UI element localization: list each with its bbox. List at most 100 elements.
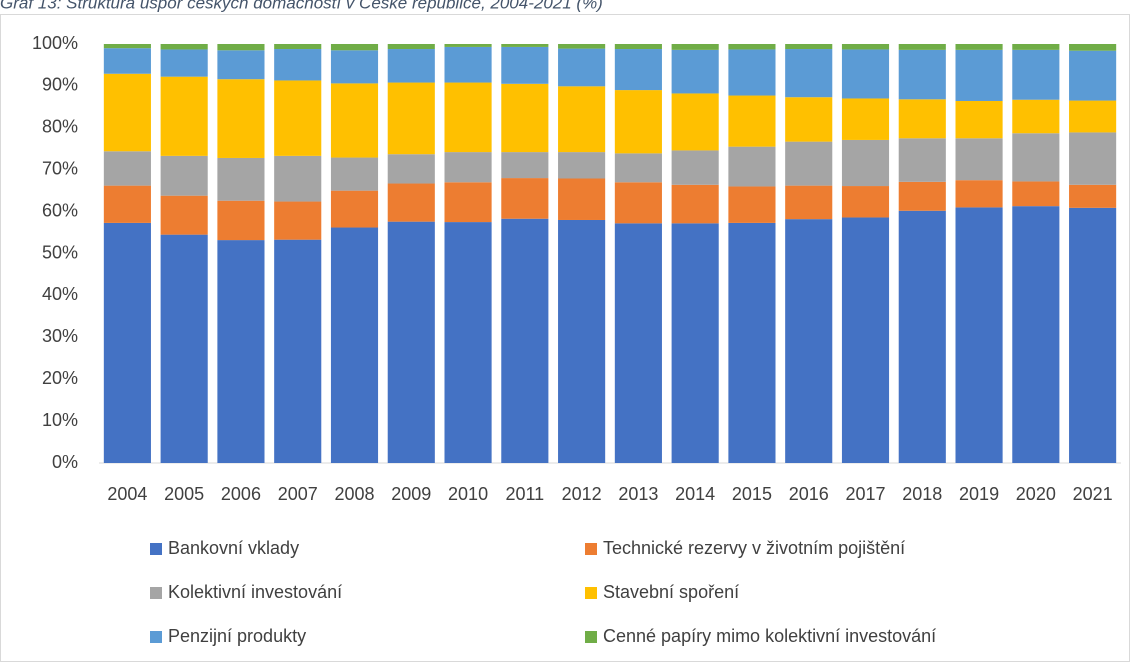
bar-segment	[955, 180, 1003, 208]
bar-segment	[1012, 133, 1060, 182]
x-tick-label: 2005	[164, 484, 204, 504]
legend-swatch	[585, 631, 597, 643]
bar-segment	[103, 151, 151, 186]
bar-segment	[841, 49, 890, 99]
bar-segment	[898, 181, 946, 211]
bar-segment	[103, 222, 151, 463]
bar-segment	[444, 44, 492, 47]
bar-segment	[217, 44, 265, 51]
x-tick-label: 2011	[505, 484, 544, 504]
bar-segment	[728, 44, 776, 50]
legend-swatch	[150, 631, 162, 643]
bar-segment	[501, 44, 549, 47]
x-tick-label: 2007	[278, 484, 318, 504]
chart-border	[0, 14, 1130, 662]
bar-segment	[785, 97, 833, 142]
bar-segment	[898, 44, 946, 50]
bar-segment	[841, 44, 890, 50]
bar-segment	[103, 48, 151, 74]
y-tick-label: 30%	[42, 326, 78, 346]
bar-segment	[274, 80, 322, 156]
y-tick-label: 90%	[42, 75, 78, 95]
bar-segment	[1069, 132, 1117, 185]
bar-segment	[841, 186, 890, 218]
bar-segment	[614, 223, 662, 463]
bar-segment	[160, 195, 208, 235]
bar-segment	[330, 83, 379, 158]
bar-segment	[671, 93, 719, 151]
x-tick-label: 2016	[789, 484, 829, 504]
bar-segment	[217, 240, 265, 463]
x-tick-label: 2006	[221, 484, 261, 504]
y-tick-label: 40%	[42, 284, 78, 304]
y-tick-label: 100%	[32, 33, 78, 53]
y-tick-label: 20%	[42, 368, 78, 388]
bar-segment	[501, 83, 549, 153]
bar-segment	[728, 186, 776, 223]
bar-segment	[1069, 50, 1117, 101]
bar-segment	[558, 219, 606, 463]
bar-segment	[1069, 44, 1117, 51]
bar-segment	[1069, 184, 1117, 208]
bar-segment	[444, 46, 492, 83]
y-tick-label: 10%	[42, 410, 78, 430]
bar-segment	[1069, 100, 1117, 133]
bar-segment	[558, 178, 606, 220]
y-tick-label: 50%	[42, 242, 78, 262]
bar-segment	[501, 178, 549, 219]
bar-segment	[841, 139, 890, 187]
legend-label: Kolektivní investování	[168, 582, 342, 602]
bar-segment	[841, 217, 890, 463]
bar-segment	[330, 50, 379, 84]
legend-swatch	[585, 587, 597, 599]
x-tick-label: 2017	[845, 484, 885, 504]
bar-segment	[671, 150, 719, 185]
bar-segment	[330, 44, 379, 51]
legend-swatch	[150, 543, 162, 555]
bar-segment	[387, 154, 435, 184]
x-tick-label: 2018	[902, 484, 942, 504]
bar-segment	[558, 152, 606, 179]
x-tick-label: 2009	[391, 484, 431, 504]
bar-segment	[671, 223, 719, 463]
bar-segment	[785, 44, 833, 50]
bar-segment	[1012, 44, 1060, 50]
bar-segment	[728, 95, 776, 147]
bar-segment	[1012, 49, 1060, 100]
y-tick-label: 60%	[42, 200, 78, 220]
bar-segment	[387, 49, 435, 83]
bar-segment	[103, 185, 151, 223]
bar-segment	[614, 182, 662, 224]
bar-segment	[103, 44, 151, 49]
bar-segment	[785, 219, 833, 463]
bar-segment	[728, 222, 776, 463]
bar-segment	[1012, 181, 1060, 207]
bar-segment	[1012, 206, 1060, 463]
bar-segment	[501, 46, 549, 84]
x-tick-label: 2021	[1073, 484, 1113, 504]
bar-segment	[330, 227, 379, 463]
bar-segment	[274, 44, 322, 50]
bar-segment	[160, 44, 208, 50]
legend-label: Bankovní vklady	[168, 538, 299, 558]
x-tick-label: 2013	[618, 484, 658, 504]
x-tick-label: 2010	[448, 484, 488, 504]
bar-segment	[558, 86, 606, 153]
bar-segment	[785, 49, 833, 98]
bar-segment	[501, 152, 549, 179]
bar-segment	[785, 141, 833, 186]
bar-segment	[103, 73, 151, 152]
bar-segment	[217, 200, 265, 241]
bar-segment	[614, 90, 662, 154]
bar-segment	[785, 185, 833, 220]
bar-segment	[898, 210, 946, 463]
bar-segment	[558, 44, 606, 49]
bar-segment	[898, 49, 946, 100]
bar-segment	[614, 44, 662, 50]
bar-segment	[160, 155, 208, 196]
bar-segment	[841, 98, 890, 140]
bar-segment	[558, 48, 606, 87]
legend-label: Cenné papíry mimo kolektivní investování	[603, 626, 936, 646]
bar-segment	[501, 218, 549, 463]
